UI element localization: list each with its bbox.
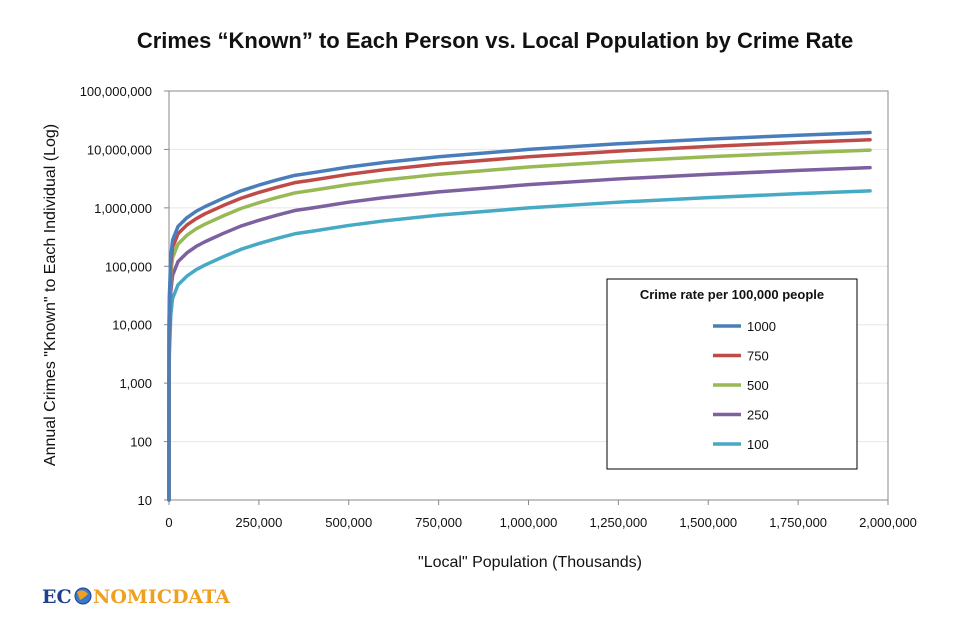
x-tick-label: 1,750,000 <box>769 515 827 530</box>
x-tick-label: 1,500,000 <box>679 515 737 530</box>
x-tick-label: 0 <box>165 515 172 530</box>
y-tick-label: 1,000 <box>119 376 152 391</box>
y-tick-label: 100 <box>130 435 152 450</box>
series-lines <box>167 130 872 502</box>
legend: Crime rate per 100,000 people 1000 750 500… <box>606 278 858 470</box>
legend-label-500: 500 <box>747 378 769 393</box>
y-tick-label: 10,000,000 <box>87 142 152 157</box>
x-axis-ticks: 0 250,000 500,000 750,000 1,000,000 1,250,000… <box>165 500 917 530</box>
y-tick-label: 100,000,000 <box>80 84 152 99</box>
legend-label-750: 750 <box>747 349 769 364</box>
y-tick-label: 10 <box>138 493 152 508</box>
x-tick-label: 750,000 <box>415 515 462 530</box>
economicdata-logo: EC NOMICDATA <box>42 586 230 608</box>
y-axis-ticks: 10 100 1,000 10,000 100,000 1,000,000 10,000,0… <box>80 84 169 508</box>
x-tick-label: 500,000 <box>325 515 372 530</box>
y-tick-label: 100,000 <box>105 259 152 274</box>
logo-text-left: EC <box>42 586 72 608</box>
x-tick-label: 1,000,000 <box>500 515 558 530</box>
y-tick-label: 10,000 <box>112 318 152 333</box>
x-axis-label: "Local" Population (Thousands) <box>418 554 642 571</box>
x-tick-label: 1,250,000 <box>589 515 647 530</box>
legend-label-1000: 1000 <box>747 319 776 334</box>
logo-text-right: NOMICDATA <box>93 586 230 608</box>
y-axis-label: Annual Crimes "Known" to Each Individual… <box>42 124 59 466</box>
chart-title: Crimes “Known” to Each Person vs. Local … <box>137 28 853 53</box>
x-tick-label: 2,000,000 <box>859 515 917 530</box>
x-tick-label: 250,000 <box>235 515 282 530</box>
series-line-1000 <box>167 130 872 502</box>
legend-label-100: 100 <box>747 437 769 452</box>
y-tick-label: 1,000,000 <box>94 201 152 216</box>
globe-icon <box>74 587 92 605</box>
legend-title: Crime rate per 100,000 people <box>640 287 824 302</box>
legend-items: 1000 750 500 250 100 <box>713 319 776 452</box>
legend-box <box>606 278 858 470</box>
legend-label-250: 250 <box>747 408 769 423</box>
